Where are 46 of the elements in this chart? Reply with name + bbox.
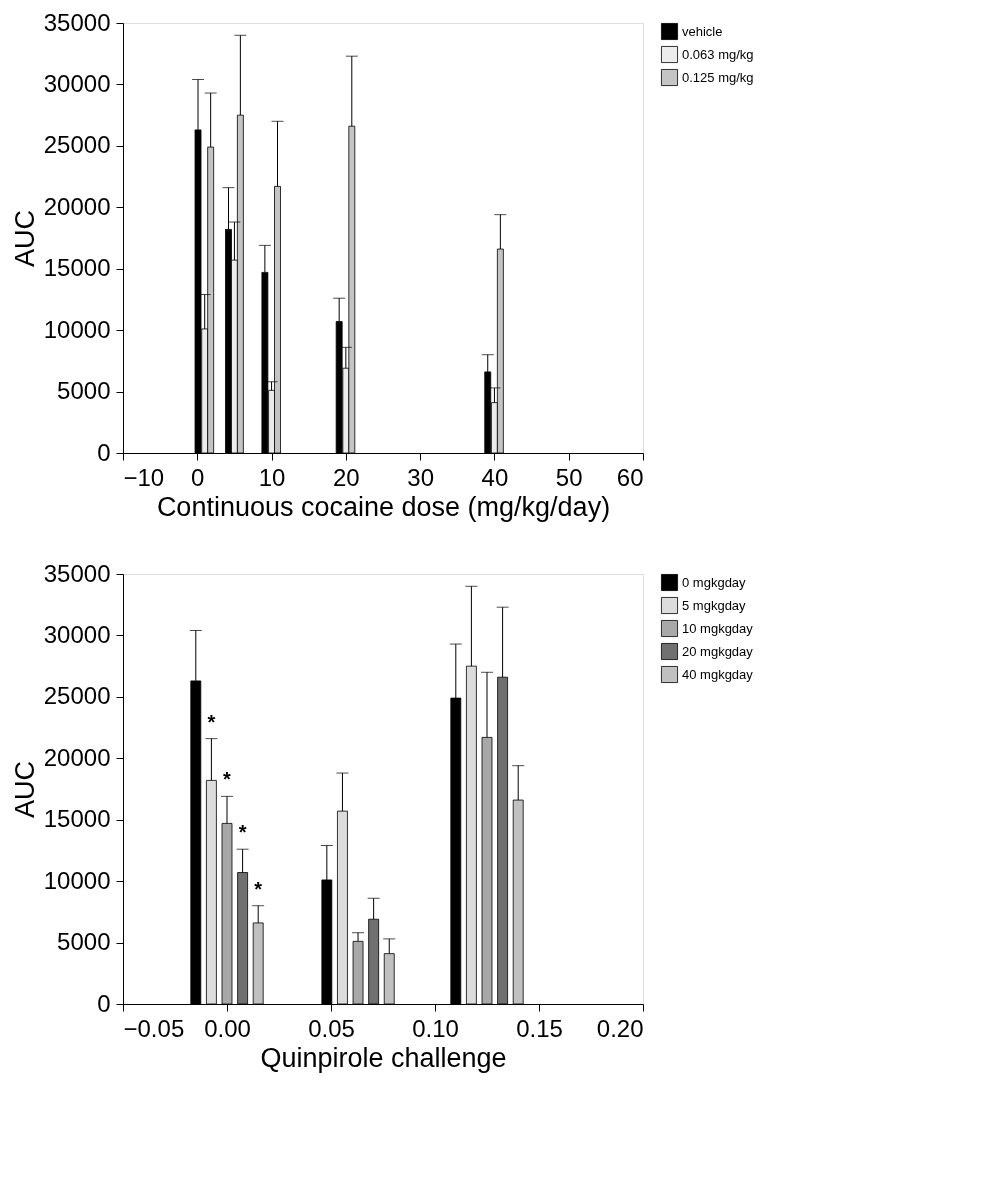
- y-tick-label: 15000: [43, 805, 111, 833]
- annotation: *: [207, 710, 216, 733]
- y-tick-label: 25000: [43, 131, 111, 159]
- y-tick-label: 35000: [43, 559, 111, 587]
- x-tick-label: 50: [555, 463, 583, 491]
- x-tick-label: 0.10: [412, 1014, 459, 1042]
- legend-label: 0 mgkgday: [682, 574, 747, 590]
- x-tick-label: −10: [123, 463, 165, 491]
- y-tick-label: 20000: [43, 743, 111, 771]
- y-tick-label: 5000: [57, 377, 111, 405]
- x-axis-title: Continuous cocaine dose (mg/kg/day): [156, 491, 611, 522]
- y-axis-title: AUC: [9, 760, 40, 819]
- x-tick-label: 30: [407, 463, 434, 491]
- y-tick-label: 25000: [43, 682, 111, 710]
- legend-label: 20 mgkgday: [682, 643, 754, 659]
- x-tick-label: −0.05: [123, 1014, 185, 1042]
- y-tick-label: 0: [97, 989, 111, 1017]
- y-tick-label: 20000: [43, 192, 111, 220]
- x-tick-label: 0.20: [596, 1014, 644, 1042]
- y-tick-label: 10000: [43, 866, 111, 894]
- y-tick-label: 5000: [57, 928, 111, 956]
- legend-label: vehicle: [682, 23, 723, 39]
- y-axis-title: AUC: [9, 209, 40, 268]
- legend-label: 40 mgkgday: [682, 666, 754, 682]
- y-tick-label: 10000: [43, 315, 111, 343]
- annotation: *: [223, 768, 232, 791]
- x-axis-title: Quinpirole challenge: [260, 1042, 507, 1073]
- y-tick-label: 35000: [43, 8, 111, 36]
- x-tick-label: 0.15: [516, 1014, 563, 1042]
- x-tick-label: 60: [616, 463, 644, 491]
- x-tick-label: 0.00: [204, 1014, 251, 1042]
- legend-label: 10 mgkgday: [682, 620, 754, 636]
- legend-label: 5 mgkgday: [682, 597, 747, 613]
- y-tick-label: 30000: [43, 69, 111, 97]
- x-tick-label: 0: [191, 463, 205, 491]
- y-tick-label: 15000: [43, 254, 111, 282]
- x-tick-label: 20: [333, 463, 360, 491]
- annotation: *: [238, 821, 247, 844]
- x-tick-label: 40: [481, 463, 509, 491]
- legend-label: 0.125 mg/kg: [682, 69, 754, 85]
- x-tick-label: 0.05: [308, 1014, 355, 1042]
- x-tick-label: 10: [258, 463, 286, 491]
- legend-label: 0.063 mg/kg: [682, 46, 754, 62]
- y-tick-label: 0: [97, 438, 111, 466]
- annotation: *: [254, 877, 263, 900]
- y-tick-label: 30000: [43, 620, 111, 648]
